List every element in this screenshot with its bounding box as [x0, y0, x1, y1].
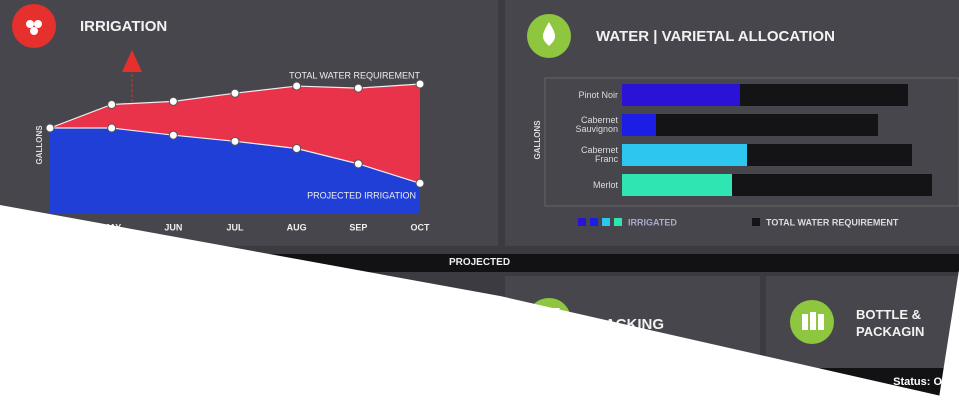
legend-swatch — [602, 218, 610, 226]
bottle-icon — [818, 314, 824, 330]
category-label: Pinot Noir — [578, 89, 618, 100]
total-bar — [622, 114, 878, 136]
legend-swatch — [578, 218, 586, 226]
y-axis-label: GALLONS — [533, 120, 542, 160]
drop-icon — [542, 22, 556, 46]
grape-icon — [34, 20, 42, 28]
marker — [107, 99, 117, 109]
status-text: Status: OK — [893, 376, 950, 388]
warning-icon — [122, 50, 142, 72]
legend-swatch — [614, 218, 622, 226]
photo-edge — [936, 270, 959, 417]
projected-label: PROJECTED — [448, 257, 511, 268]
series-label: PROJECTED IRRIGATION — [307, 190, 416, 200]
marker — [292, 81, 302, 91]
x-tick-label: OCT — [411, 222, 431, 232]
marker — [230, 136, 240, 146]
water-title: WATER | VARIETAL ALLOCATION — [596, 28, 835, 45]
irrigated-bar — [622, 114, 656, 136]
marker — [168, 96, 178, 106]
marker — [415, 79, 425, 89]
bottle-icon — [810, 312, 816, 330]
marker — [107, 123, 117, 133]
grape-icon — [26, 20, 34, 28]
irrigated-bar — [622, 144, 747, 166]
x-tick-label: AUG — [287, 222, 307, 232]
grape-icon — [30, 27, 38, 35]
marker — [353, 159, 363, 169]
irrigation-title: IRRIGATION — [80, 18, 168, 35]
marker — [353, 83, 363, 93]
irrigated-bar — [622, 84, 740, 106]
marker — [230, 88, 240, 98]
marker — [45, 123, 55, 133]
legend-label: TOTAL WATER REQUIREMENT — [766, 217, 899, 227]
irrigated-bar — [622, 174, 732, 196]
x-tick-label: JUL — [226, 222, 244, 232]
marker — [168, 130, 178, 140]
x-tick-label: SEP — [349, 222, 367, 232]
bottle-title: BOTTLE & PACKAGIN — [856, 307, 925, 339]
y-axis-label: GALLONS — [35, 125, 44, 165]
x-tick-label: JUN — [164, 222, 182, 232]
marker — [415, 178, 425, 188]
legend-label: IRRIGATED — [628, 217, 677, 227]
grape-icon — [12, 4, 56, 48]
series-label: TOTAL WATER REQUIREMENT — [289, 70, 420, 80]
plot-frame — [544, 77, 959, 207]
legend-swatch — [590, 218, 598, 226]
area — [50, 128, 420, 213]
photo-edge — [0, 205, 959, 417]
category-label: Cabernet Sauvignon — [575, 115, 618, 134]
marker — [292, 144, 302, 153]
bottle-icon — [802, 314, 808, 330]
legend-swatch — [752, 218, 760, 226]
category-label: Cabernet Franc — [580, 145, 618, 164]
category-label: Merlot — [592, 179, 618, 190]
